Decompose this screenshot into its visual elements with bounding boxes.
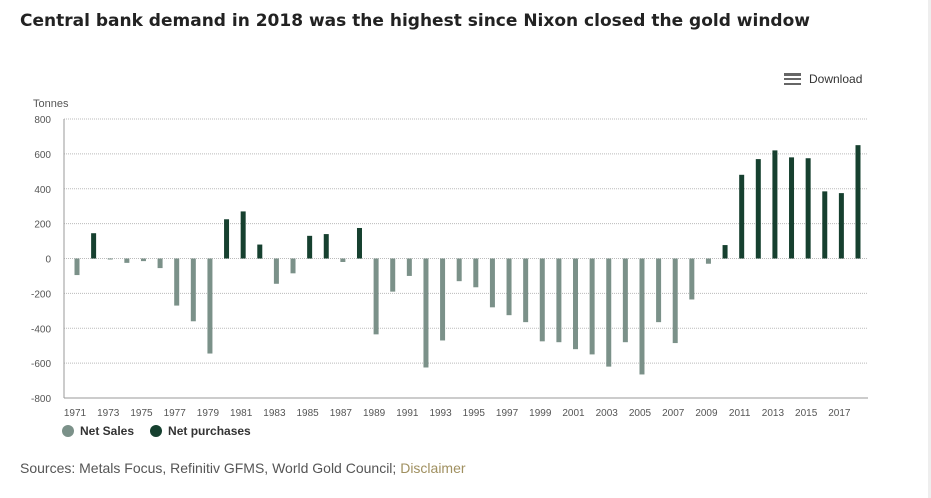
bar-2004	[622, 258, 628, 343]
bar-2009	[705, 258, 711, 264]
x-tick-label: 1987	[330, 408, 353, 419]
x-tick-label: 1975	[130, 408, 153, 419]
legend-dot-sales	[62, 425, 74, 437]
bar-2001	[573, 258, 579, 350]
bar-1990	[390, 258, 396, 292]
bar-1993	[440, 258, 446, 341]
x-tick-label: 1989	[363, 408, 386, 419]
bar-1998	[523, 258, 529, 323]
bar-1987	[340, 258, 346, 262]
bar-1984	[290, 258, 296, 274]
y-tick-label: -600	[31, 359, 51, 370]
x-tick-label: 1979	[197, 408, 220, 419]
bar-1980	[224, 219, 230, 259]
y-tick-label: 0	[45, 255, 51, 266]
menu-icon	[784, 73, 801, 85]
bar-2013	[772, 150, 778, 259]
sources: Sources: Metals Focus, Refinitiv GFMS, W…	[20, 460, 466, 476]
bar-2007	[672, 258, 678, 344]
bar-1989	[373, 258, 379, 335]
bar-1995	[473, 258, 479, 288]
bar-2014	[789, 157, 795, 259]
legend-label: Net Sales	[80, 424, 135, 438]
bar-2000	[556, 258, 562, 343]
x-tick-label: 1973	[97, 408, 120, 419]
bar-2002	[589, 258, 595, 355]
x-tick-label: 2005	[629, 408, 652, 419]
legend-item-net-sales[interactable]: Net Sales	[62, 424, 134, 438]
y-tick-label: 600	[34, 150, 51, 161]
y-tick-label: -200	[31, 289, 51, 300]
x-tick-label: 2001	[562, 408, 585, 419]
sources-text: Sources: Metals Focus, Refinitiv GFMS, W…	[20, 460, 401, 476]
bar-1972	[91, 233, 97, 259]
bar-1988	[356, 227, 362, 259]
legend-item-net-purchases[interactable]: Net purchases	[150, 424, 251, 438]
y-axis-label: Tonnes	[33, 98, 69, 110]
y-tick-label: -400	[31, 324, 51, 335]
y-tick-label: -800	[31, 394, 51, 405]
bar-1999	[539, 258, 545, 342]
bar-2008	[689, 258, 695, 300]
y-tick-label: 800	[34, 115, 51, 126]
bar-2012	[755, 159, 761, 259]
x-tick-label: 1997	[496, 408, 519, 419]
x-tick-label: 1971	[64, 408, 87, 419]
legend-dot-purchases	[150, 425, 163, 437]
bar-1997	[506, 258, 512, 316]
y-tick-label: 200	[34, 220, 51, 231]
bar-2005	[639, 258, 645, 375]
x-tick-label: 2009	[695, 408, 718, 419]
x-tick-label: 1995	[463, 408, 486, 419]
legend: Net Sales Net purchases	[62, 424, 251, 438]
x-tick-label: 1977	[164, 408, 187, 419]
bar-1974	[124, 258, 130, 263]
y-tick-label: 400	[34, 185, 51, 196]
bar-1982	[257, 244, 263, 259]
x-tick-label: 1993	[429, 408, 452, 419]
bar-2006	[656, 258, 662, 323]
bar-1985	[307, 235, 313, 259]
scrollbar[interactable]	[928, 0, 931, 498]
x-tick-label: 1981	[230, 408, 253, 419]
bar-1978	[190, 258, 196, 322]
bar-2010	[722, 245, 728, 259]
x-tick-label: 2015	[795, 408, 818, 419]
bar-1991	[406, 258, 412, 276]
bar-1983	[273, 258, 279, 284]
bar-1986	[323, 234, 329, 259]
bar-2015	[805, 158, 811, 259]
x-tick-label: 1985	[297, 408, 320, 419]
disclaimer-link[interactable]: Disclaimer	[400, 460, 466, 476]
x-tick-label: 2017	[828, 408, 851, 419]
bar-2011	[739, 174, 745, 259]
bar-2018	[855, 145, 861, 259]
chart-title: Central bank demand in 2018 was the high…	[20, 11, 810, 31]
bar-1996	[489, 258, 495, 308]
bar-1994	[456, 258, 462, 282]
bar-1973	[107, 258, 113, 260]
bar-1976	[157, 258, 163, 269]
x-tick-label: 2003	[596, 408, 619, 419]
bar-1992	[423, 258, 429, 368]
x-tick-label: 2007	[662, 408, 685, 419]
download-label: Download	[809, 72, 863, 86]
bar-1975	[140, 258, 146, 262]
x-tick-label: 2013	[762, 408, 785, 419]
x-tick-label: 1983	[263, 408, 286, 419]
x-tick-label: 1999	[529, 408, 552, 419]
download-button[interactable]: Download	[784, 72, 862, 86]
bar-1977	[174, 258, 180, 306]
bar-1981	[240, 211, 246, 259]
bar-2003	[606, 258, 612, 367]
x-tick-label: 1991	[396, 408, 419, 419]
x-tick-label: 2011	[729, 408, 751, 419]
legend-label: Net purchases	[168, 424, 251, 438]
bar-1971	[74, 258, 80, 276]
bar-2017	[838, 193, 844, 259]
bar-1979	[207, 258, 213, 354]
bar-2016	[822, 191, 828, 259]
